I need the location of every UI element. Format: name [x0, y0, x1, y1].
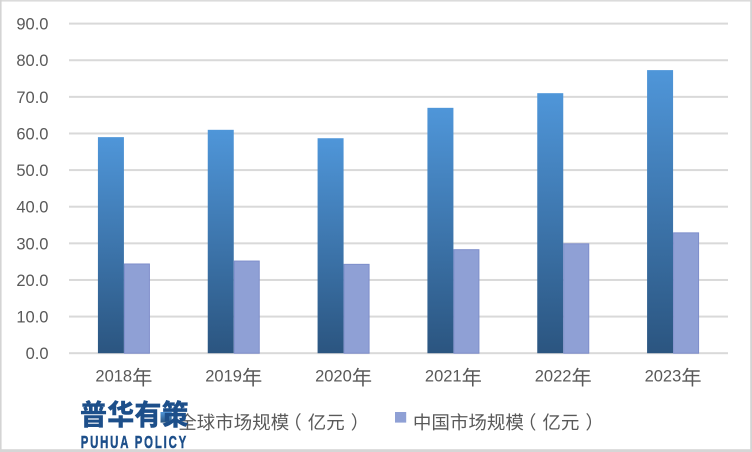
- svg-text:40.0: 40.0: [16, 199, 48, 217]
- svg-text:2021: 2021: [425, 367, 462, 385]
- svg-text:70.0: 70.0: [16, 89, 48, 107]
- svg-text:60.0: 60.0: [16, 125, 48, 143]
- svg-text:PUHUA POLICY: PUHUA POLICY: [81, 434, 188, 452]
- svg-text:0.0: 0.0: [26, 345, 49, 363]
- svg-text:2023: 2023: [645, 367, 682, 385]
- svg-text:80.0: 80.0: [16, 52, 48, 70]
- svg-text:2020: 2020: [315, 367, 352, 385]
- svg-text:90.0: 90.0: [16, 16, 48, 34]
- svg-text:2022: 2022: [535, 367, 572, 385]
- svg-text:10.0: 10.0: [16, 309, 48, 327]
- svg-text:20.0: 20.0: [16, 272, 48, 290]
- svg-text:30.0: 30.0: [16, 235, 48, 253]
- svg-text:2019: 2019: [205, 367, 242, 385]
- svg-text:50.0: 50.0: [16, 162, 48, 180]
- svg-text:2018: 2018: [95, 367, 132, 385]
